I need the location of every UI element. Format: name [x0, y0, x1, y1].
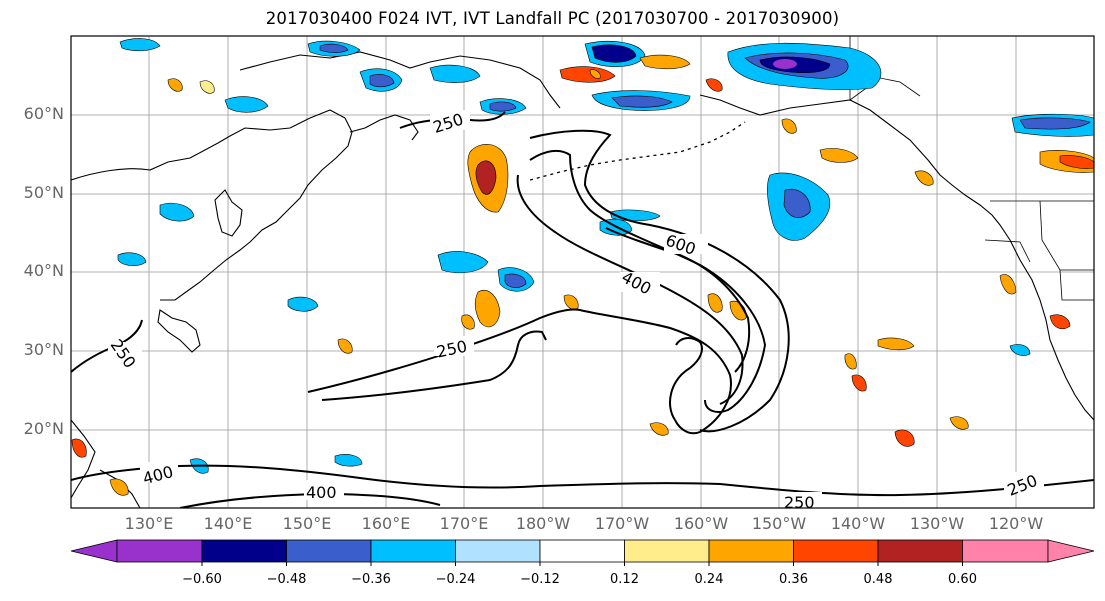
map-frame [70, 35, 1095, 509]
colorbar-tick-label: 0.12 [610, 572, 639, 587]
lon-label-130e: 130°E [124, 514, 174, 533]
lon-label-160w: 160°W [673, 514, 729, 533]
lon-label-180w: 180°W [515, 514, 571, 533]
colorbar-tick-label: −0.60 [182, 572, 222, 587]
colorbar-tick-label: 0.36 [779, 572, 808, 587]
lon-label-140w: 140°W [830, 514, 886, 533]
lon-label-140e: 140°E [203, 514, 253, 533]
lon-label-120w: 120°W [988, 514, 1044, 533]
lon-label-160e: 160°E [361, 514, 411, 533]
lat-label-30n: 30°N [23, 340, 64, 359]
lon-label-150w: 150°W [751, 514, 807, 533]
lon-label-150e: 150°E [282, 514, 332, 533]
colorbar-tick-label: −0.36 [351, 572, 391, 587]
colorbar-tick-label: −0.48 [266, 572, 307, 587]
colorbar-tick-label: 0.60 [948, 572, 977, 587]
colorbar-tick-label: −0.24 [435, 572, 476, 587]
map-title: 2017030400 F024 IVT, IVT Landfall PC (20… [265, 9, 840, 28]
lat-label-20n: 20°N [23, 419, 64, 438]
coastlines [71, 51, 1094, 508]
colorbar-tick-label: 0.48 [863, 572, 893, 587]
contour-label-250-south: 250 [784, 493, 815, 512]
lat-label-60n: 60°N [23, 104, 64, 123]
lon-label-170w: 170°W [594, 514, 650, 533]
colorbar-tick-label: 0.24 [694, 572, 724, 587]
lon-label-130w: 130°W [909, 514, 965, 533]
colorbar [70, 539, 1095, 566]
contour-label-400-south: 400 [306, 483, 337, 502]
colorbar-tick-label: −0.12 [520, 572, 560, 587]
lat-label-50n: 50°N [23, 183, 64, 202]
lon-label-170e: 170°E [439, 514, 489, 533]
lat-label-40n: 40°N [23, 261, 64, 280]
